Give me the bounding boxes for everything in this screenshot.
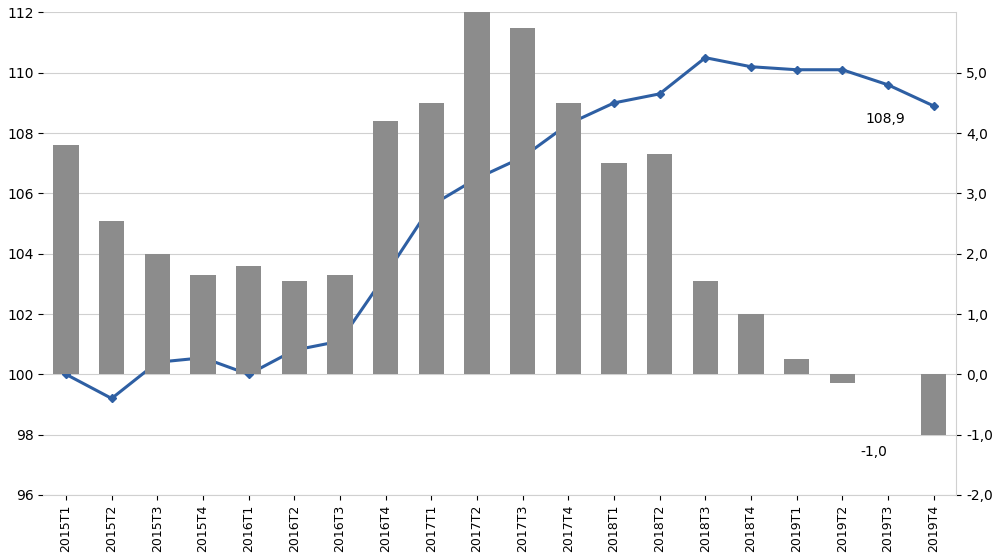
- Bar: [784, 359, 809, 375]
- Bar: [327, 275, 353, 375]
- Bar: [464, 0, 490, 375]
- Bar: [830, 375, 855, 383]
- Bar: [510, 27, 535, 375]
- Bar: [419, 103, 444, 375]
- Bar: [556, 103, 581, 375]
- Bar: [647, 154, 672, 375]
- Bar: [53, 145, 79, 375]
- Bar: [145, 254, 170, 375]
- Bar: [99, 221, 124, 375]
- Bar: [601, 163, 627, 375]
- Bar: [921, 375, 946, 435]
- Text: -1,0: -1,0: [861, 445, 887, 459]
- Text: 108,9: 108,9: [865, 111, 905, 126]
- Bar: [190, 275, 216, 375]
- Bar: [282, 281, 307, 375]
- Bar: [236, 266, 261, 375]
- Bar: [693, 281, 718, 375]
- Bar: [738, 314, 764, 375]
- Bar: [373, 121, 398, 375]
